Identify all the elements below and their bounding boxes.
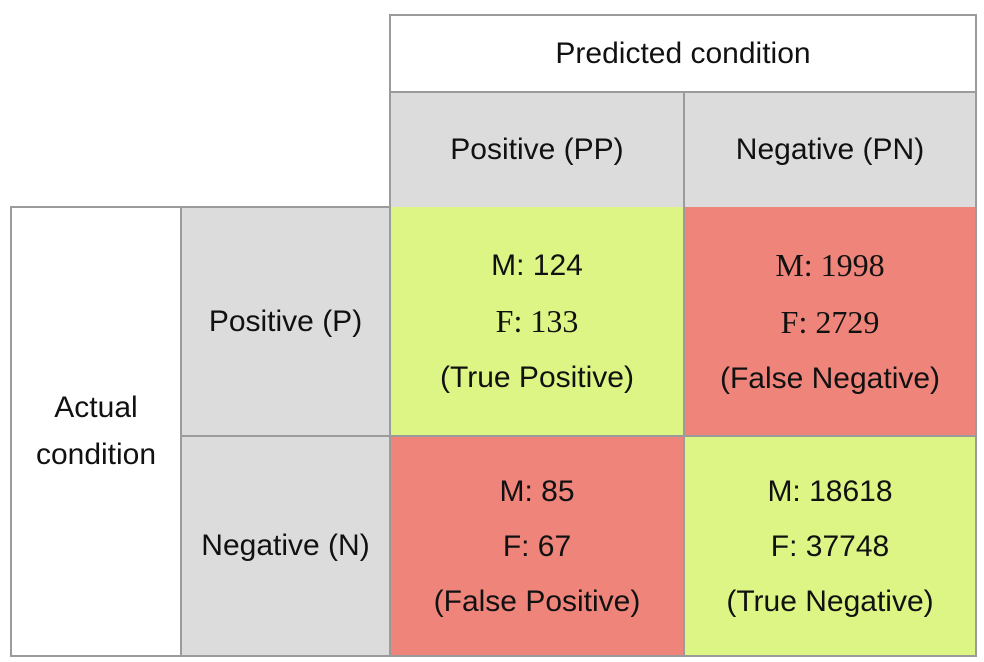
actual-negative-label: Negative (N) xyxy=(201,529,370,563)
grid-line xyxy=(683,92,685,657)
grid-line xyxy=(180,206,182,657)
fp-male-count: M: 85 xyxy=(499,474,575,508)
fn-male-count: M: 1998 xyxy=(775,246,885,283)
tn-female-count: F: 37748 xyxy=(770,529,890,563)
predicted-condition-header: Predicted condition xyxy=(390,15,976,92)
actual-positive-label: Positive (P) xyxy=(208,304,363,338)
fp-female-count: F: 67 xyxy=(502,529,572,563)
grid-line xyxy=(10,206,12,657)
tn-label: (True Negative) xyxy=(726,584,934,618)
predicted-condition-label: Predicted condition xyxy=(555,36,811,70)
tp-female-count: F: 133 xyxy=(495,302,579,339)
fn-label: (False Negative) xyxy=(719,362,941,396)
actual-condition-header: Actual condition xyxy=(11,207,181,656)
actual-condition-label: Actual condition xyxy=(35,391,157,471)
true-positive-cell: M: 124 F: 133 (True Positive) xyxy=(390,207,684,436)
predicted-negative-header: Negative (PN) xyxy=(684,92,976,207)
actual-positive-header: Positive (P) xyxy=(181,207,390,436)
predicted-positive-header: Positive (PP) xyxy=(390,92,684,207)
grid-line xyxy=(390,14,977,16)
grid-line xyxy=(389,14,391,657)
false-negative-cell: M: 1998 F: 2729 (False Negative) xyxy=(684,207,976,436)
actual-negative-header: Negative (N) xyxy=(181,436,390,656)
tn-male-count: M: 18618 xyxy=(767,474,893,508)
fn-female-count: F: 2729 xyxy=(780,304,880,340)
predicted-positive-label: Positive (PP) xyxy=(450,132,624,166)
tp-label: (True Positive) xyxy=(440,361,634,395)
fp-label: (False Positive) xyxy=(433,584,641,618)
grid-line xyxy=(975,14,977,657)
grid-line xyxy=(10,655,977,657)
false-positive-cell: M: 85 F: 67 (False Positive) xyxy=(390,436,684,656)
grid-line xyxy=(10,206,390,208)
true-negative-cell: M: 18618 F: 37748 (True Negative) xyxy=(684,436,976,656)
predicted-negative-label: Negative (PN) xyxy=(735,132,925,166)
tp-male-count: M: 124 xyxy=(491,248,583,282)
grid-line xyxy=(181,435,977,437)
